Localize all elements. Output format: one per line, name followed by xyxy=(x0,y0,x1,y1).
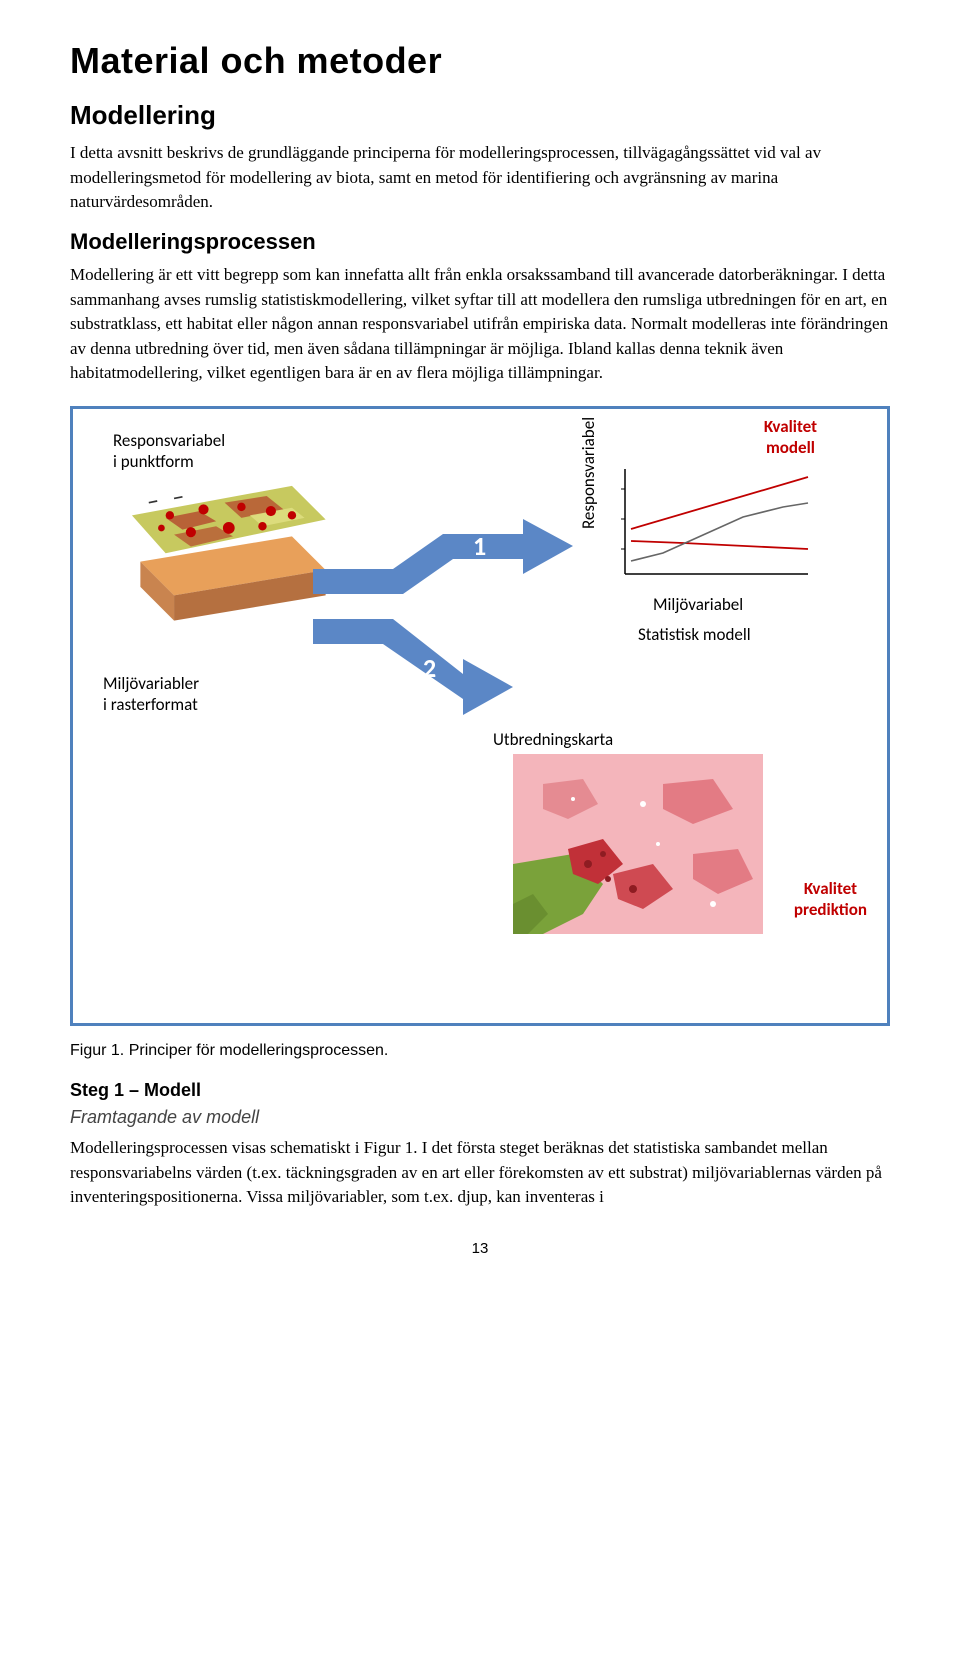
subsection-heading-modelleringsprocessen: Modelleringsprocessen xyxy=(70,229,890,255)
chart-x-axis-label: Miljövariabel xyxy=(653,594,743,615)
paragraph-steg-1: Modelleringsprocessen visas schematiskt … xyxy=(70,1136,890,1210)
label-miljovariabler-rasterformat: Miljövariableri rasterformat xyxy=(103,674,199,715)
label-kvalitet-modell: Kvalitetmodell xyxy=(764,417,817,458)
label-kvalitet-prediktion: Kvalitetprediktion xyxy=(794,879,867,920)
prediction-map-icon xyxy=(513,754,763,934)
flow-arrows-icon: 1 2 xyxy=(313,479,593,739)
label-statistisk-modell: Statistisk modell xyxy=(638,624,751,645)
arrow-2-number: 2 xyxy=(423,652,436,684)
label-responsvariabel-punktform: Responsvariabeli punktform xyxy=(113,431,225,472)
label-utbredningskarta: Utbredningskarta xyxy=(493,729,613,750)
heading-framtagande-av-modell: Framtagande av modell xyxy=(70,1107,890,1128)
chart-y-axis-label: Responsvariabel xyxy=(578,417,599,529)
intro-paragraph: I detta avsnitt beskrivs de grundläggand… xyxy=(70,141,890,215)
figure-1-diagram: Responsvariabeli punktform 1 2 xyxy=(70,406,890,1026)
section-heading-modellering: Modellering xyxy=(70,100,890,131)
arrow-1-number: 1 xyxy=(473,530,486,562)
heading-steg-1-modell: Steg 1 – Modell xyxy=(70,1080,890,1101)
page-title: Material och metoder xyxy=(70,40,890,82)
statistical-model-chart xyxy=(613,459,813,589)
page-number: 13 xyxy=(70,1240,890,1257)
figure-1-caption: Figur 1. Principer för modelleringsproce… xyxy=(70,1042,890,1060)
paragraph-modelleringsprocessen: Modellering är ett vitt begrepp som kan … xyxy=(70,263,890,386)
